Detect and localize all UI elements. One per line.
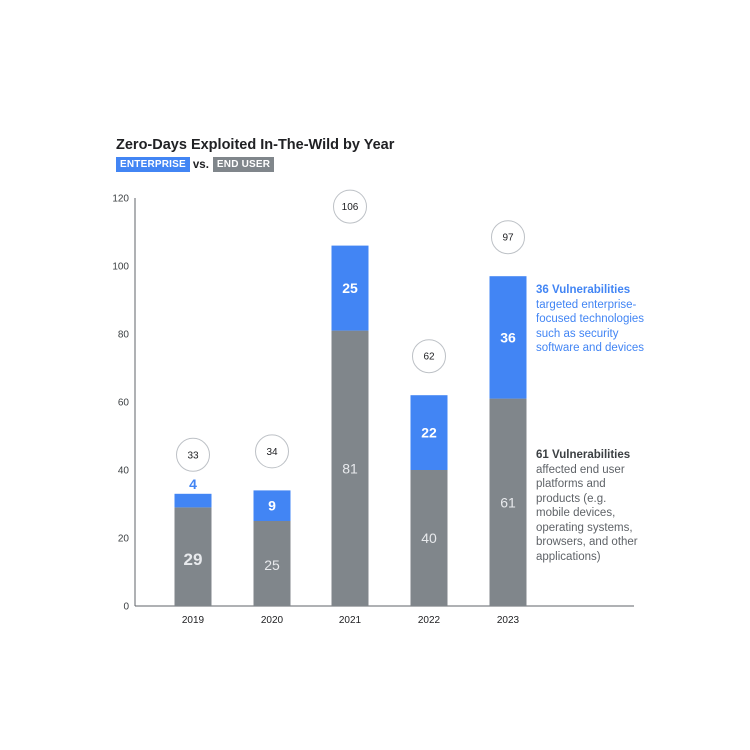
legend-vs: vs.: [192, 158, 209, 171]
total-label: 106: [342, 202, 359, 213]
legend-end-user: END USER: [212, 157, 275, 172]
enterprise-annotation-line: software and devices: [536, 342, 645, 354]
bar-end-user: [174, 507, 212, 606]
data-label-enterprise: 25: [342, 280, 358, 296]
end-user-annotation-line: products (e.g.: [536, 492, 607, 505]
end-user-annotation-line: applications): [536, 550, 601, 563]
end-user-annotation: 61 Vulnerabilities affected end user pla…: [536, 448, 638, 564]
x-tick-label: 2023: [497, 615, 520, 626]
end-user-annotation-head: 61 Vulnerabilities: [536, 449, 631, 461]
legend-enterprise: ENTERPRISE: [116, 157, 190, 172]
data-label-end-user: 25: [264, 557, 280, 573]
end-user-annotation-line: browsers, and other: [536, 536, 638, 548]
legend: ENTERPRISE vs. END USER: [116, 157, 275, 172]
y-tick-label: 60: [118, 398, 130, 409]
x-tick-label: 2019: [182, 615, 205, 626]
total-bubble: [255, 434, 289, 469]
x-tick-label: 2021: [339, 615, 362, 626]
bar-end-user: [489, 398, 527, 606]
bar-enterprise: [253, 490, 291, 521]
y-tick-label: 120: [112, 194, 129, 205]
chart-title: Zero-Days Exploited In-The-Wild by Year: [116, 137, 395, 153]
data-label-enterprise: 4: [189, 476, 197, 492]
data-label-end-user: 61: [500, 494, 516, 510]
data-label-enterprise: 22: [421, 425, 437, 441]
data-label-enterprise: 36: [500, 329, 516, 345]
x-tick-label: 2022: [418, 615, 441, 626]
total-bubble: [176, 437, 210, 472]
bar-enterprise: [174, 493, 212, 508]
enterprise-annotation-line: targeted enterprise-: [536, 298, 637, 311]
data-label-end-user: 40: [421, 530, 437, 546]
enterprise-annotation: 36 Vulnerabilities targeted enterprise- …: [536, 283, 644, 356]
total-label: 33: [187, 450, 199, 461]
total-bubble: [412, 339, 446, 374]
enterprise-annotation-head: 36 Vulnerabilities: [536, 284, 631, 296]
enterprise-annotation-line: such as security: [536, 327, 619, 340]
y-tick-label: 20: [118, 534, 130, 545]
end-user-annotation-line: affected end user: [536, 463, 625, 476]
y-tick-label: 0: [123, 602, 129, 613]
data-label-enterprise: 9: [268, 498, 276, 514]
bar-end-user: [331, 330, 369, 606]
enterprise-annotation-line: focused technologies: [536, 313, 645, 325]
end-user-annotation-line: platforms and: [536, 478, 606, 490]
bar-end-user: [253, 521, 291, 606]
y-tick-label: 100: [112, 262, 129, 273]
data-label-end-user: 29: [184, 550, 203, 569]
y-tick-label: 40: [118, 466, 130, 477]
end-user-annotation-line: operating systems,: [536, 521, 633, 534]
x-tick-label: 2020: [261, 615, 284, 626]
bar-end-user: [410, 470, 448, 606]
total-bubble: [333, 189, 367, 224]
bar-enterprise: [331, 245, 369, 331]
total-label: 62: [423, 352, 435, 363]
data-label-end-user: 81: [342, 460, 358, 476]
bar-enterprise: [410, 395, 448, 470]
total-bubble: [491, 220, 525, 255]
total-label: 34: [266, 447, 278, 458]
end-user-annotation-line: mobile devices,: [536, 507, 616, 519]
bar-enterprise: [489, 276, 527, 399]
y-tick-label: 80: [118, 330, 130, 341]
total-label: 97: [502, 233, 514, 244]
